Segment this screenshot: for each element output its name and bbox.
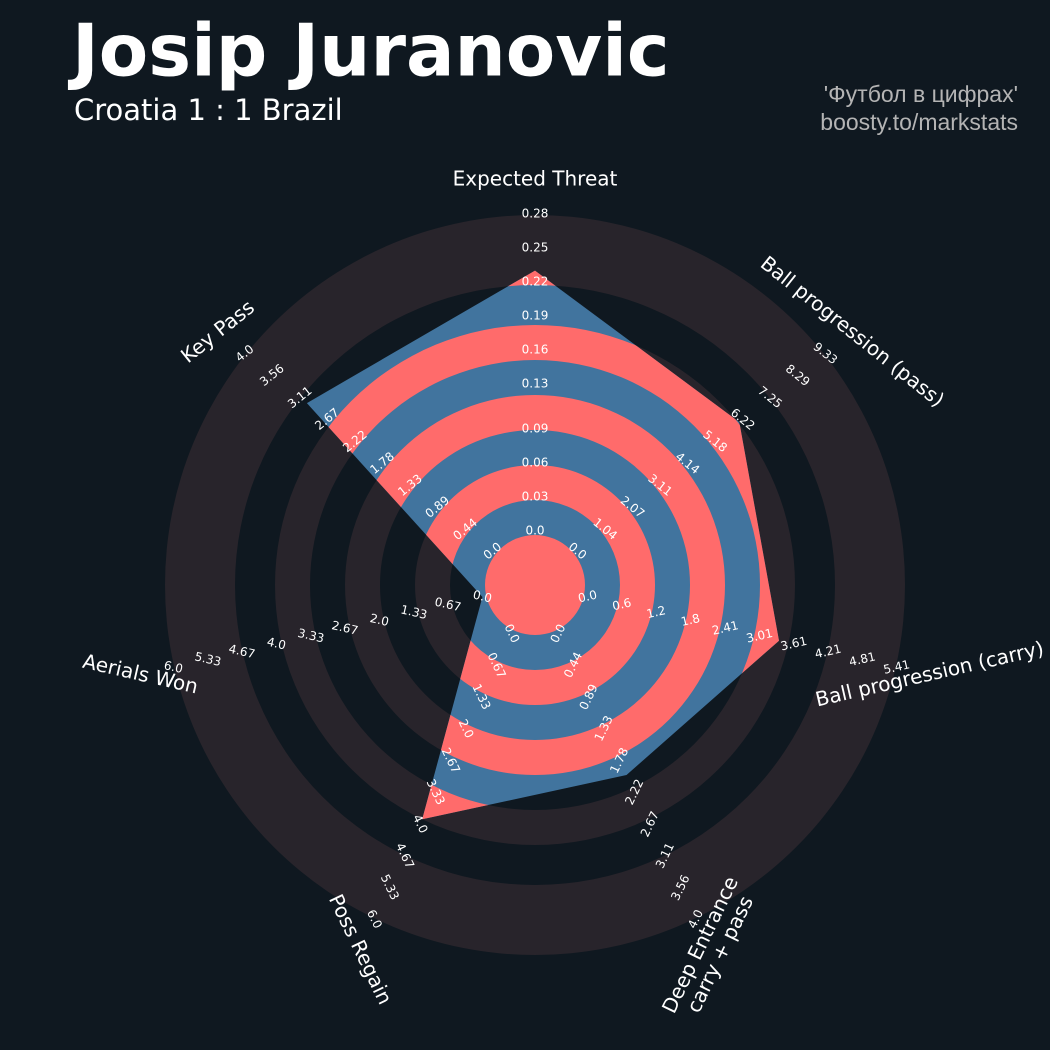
- tick-label: 3.61: [779, 634, 808, 654]
- rings-inside: [306, 270, 779, 820]
- tick-label: 4.0: [266, 635, 288, 653]
- tick-label: 2.0: [369, 611, 391, 629]
- tick-label: 1.2: [645, 603, 667, 621]
- tick-label: 4.81: [848, 649, 877, 669]
- tick-label: 0.06: [522, 456, 549, 470]
- credit: 'Футбол в цифрах': [824, 81, 1018, 107]
- tick-label: 2.67: [330, 618, 359, 638]
- tick-label: 0.28: [522, 207, 549, 221]
- tick-label: 6.0: [163, 658, 185, 676]
- param-label: Expected Threat: [453, 167, 618, 191]
- chart-title: Josip Juranovic: [67, 9, 670, 93]
- tick-label: 0.67: [433, 595, 462, 615]
- tick-label: 2.41: [711, 618, 740, 638]
- tick-label: 4.21: [813, 642, 842, 662]
- tick-label: 0.0: [577, 588, 599, 606]
- tick-label: 5.41: [882, 657, 911, 677]
- tick-label: 3.01: [745, 626, 774, 646]
- chart-subtitle: Croatia 1 : 1 Brazil: [74, 93, 343, 127]
- tick-label: 0.13: [522, 376, 549, 390]
- tick-label: 1.8: [679, 611, 701, 629]
- tick-label: 0.16: [522, 342, 549, 356]
- tick-label: 0.25: [522, 240, 549, 254]
- tick-label: 1.33: [399, 602, 428, 622]
- tick-label: 0.22: [522, 274, 549, 288]
- tick-label: 0.0: [472, 588, 494, 606]
- tick-label: 0.19: [522, 308, 549, 322]
- tick-label: 0.09: [522, 422, 549, 436]
- credit: boosty.to/markstats: [820, 109, 1018, 135]
- ring-band: [485, 535, 585, 635]
- tick-label: 0.0: [525, 524, 544, 538]
- tick-label: 0.03: [522, 490, 549, 504]
- tick-label: 0.6: [611, 595, 633, 613]
- tick-label: 5.33: [193, 649, 222, 669]
- tick-label: 3.33: [296, 626, 325, 646]
- tick-label: 4.67: [227, 642, 256, 662]
